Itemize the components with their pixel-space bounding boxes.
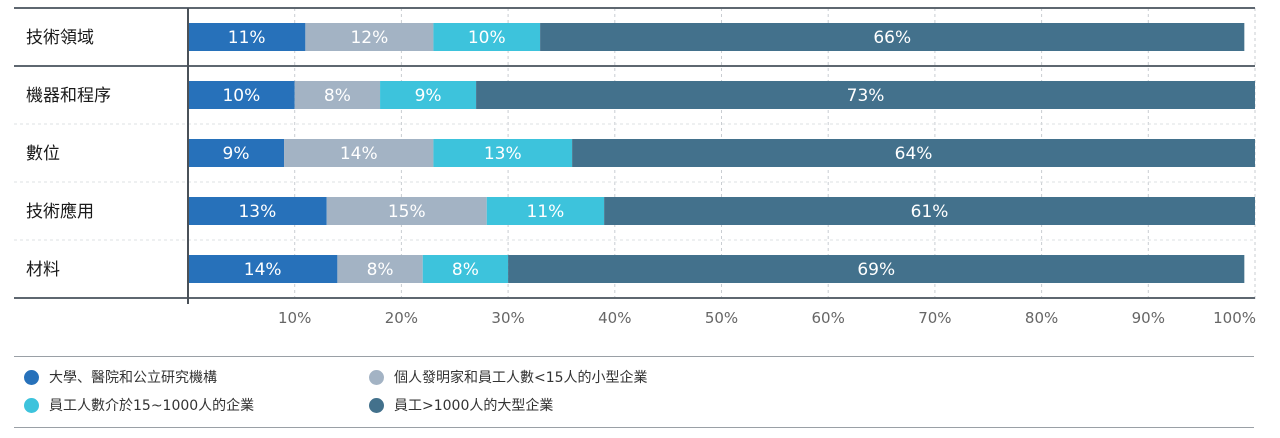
bar-value-label-3-1: 9%: [223, 144, 250, 164]
bar-value-label-4-1: 13%: [238, 202, 276, 222]
bar-value-label-3-3: 13%: [484, 144, 522, 164]
x-tick-label-3: 30%: [491, 309, 524, 327]
category-label-3: 數位: [26, 144, 60, 164]
x-tick-label-6: 60%: [812, 309, 845, 327]
category-label-4: 技術應用: [26, 201, 94, 222]
bar-value-label-1-4: 66%: [873, 28, 911, 48]
bar-value-label-2-2: 8%: [324, 86, 351, 106]
bar-value-label-2-1: 10%: [222, 86, 260, 106]
legend-label-universities: 大學、醫院和公立研究機構: [49, 367, 217, 387]
bar-value-label-5-4: 69%: [857, 260, 895, 280]
x-tick-label-10: 100%: [1213, 309, 1256, 327]
bar-value-label-4-4: 61%: [911, 202, 949, 222]
bar-value-label-1-1: 11%: [228, 28, 266, 48]
x-tick-label-9: 90%: [1132, 309, 1165, 327]
x-tick-label-8: 80%: [1025, 309, 1058, 327]
legend: 大學、醫院和公立研究機構 個人發明家和員工人數<15人的小型企業 員工人數介於1…: [14, 356, 1254, 428]
category-label-1: 技術領域: [26, 28, 94, 48]
legend-item-large-firms: 員工>1000人的大型企業: [369, 395, 553, 415]
category-label-2: 機器和程序: [26, 86, 111, 106]
legend-dot-small-firms: [369, 370, 384, 385]
legend-dot-large-firms: [369, 398, 384, 413]
legend-item-small-firms: 個人發明家和員工人數<15人的小型企業: [369, 367, 648, 387]
legend-item-universities: 大學、醫院和公立研究機構: [24, 367, 217, 387]
legend-label-medium-firms: 員工人數介於15~1000人的企業: [49, 395, 254, 415]
x-tick-label-4: 40%: [598, 309, 631, 327]
category-label-5: 材料: [26, 260, 60, 280]
bar-value-label-3-2: 14%: [340, 144, 378, 164]
bar-value-label-2-4: 73%: [847, 86, 885, 106]
x-tick-label-1: 10%: [278, 309, 311, 327]
legend-dot-medium-firms: [24, 398, 39, 413]
bar-value-label-4-3: 11%: [527, 202, 565, 222]
bar-value-label-5-3: 8%: [452, 260, 479, 280]
legend-dot-universities: [24, 370, 39, 385]
x-tick-label-2: 20%: [385, 309, 418, 327]
legend-item-medium-firms: 員工人數介於15~1000人的企業: [24, 395, 254, 415]
legend-label-large-firms: 員工>1000人的大型企業: [394, 395, 553, 415]
bar-value-label-3-4: 64%: [895, 144, 933, 164]
x-tick-label-5: 50%: [705, 309, 738, 327]
bar-value-label-1-2: 12%: [350, 28, 388, 48]
bar-value-label-2-3: 9%: [415, 86, 442, 106]
legend-label-small-firms: 個人發明家和員工人數<15人的小型企業: [394, 367, 648, 387]
x-tick-label-7: 70%: [918, 309, 951, 327]
bar-value-label-5-2: 8%: [367, 260, 394, 280]
bar-value-label-1-3: 10%: [468, 28, 506, 48]
x-axis-tick-labels: 10% 20% 30% 40% 50% 60% 70% 80% 90% 100%: [278, 309, 1256, 327]
bar-value-label-5-1: 14%: [244, 260, 282, 280]
bar-value-label-4-2: 15%: [388, 202, 426, 222]
